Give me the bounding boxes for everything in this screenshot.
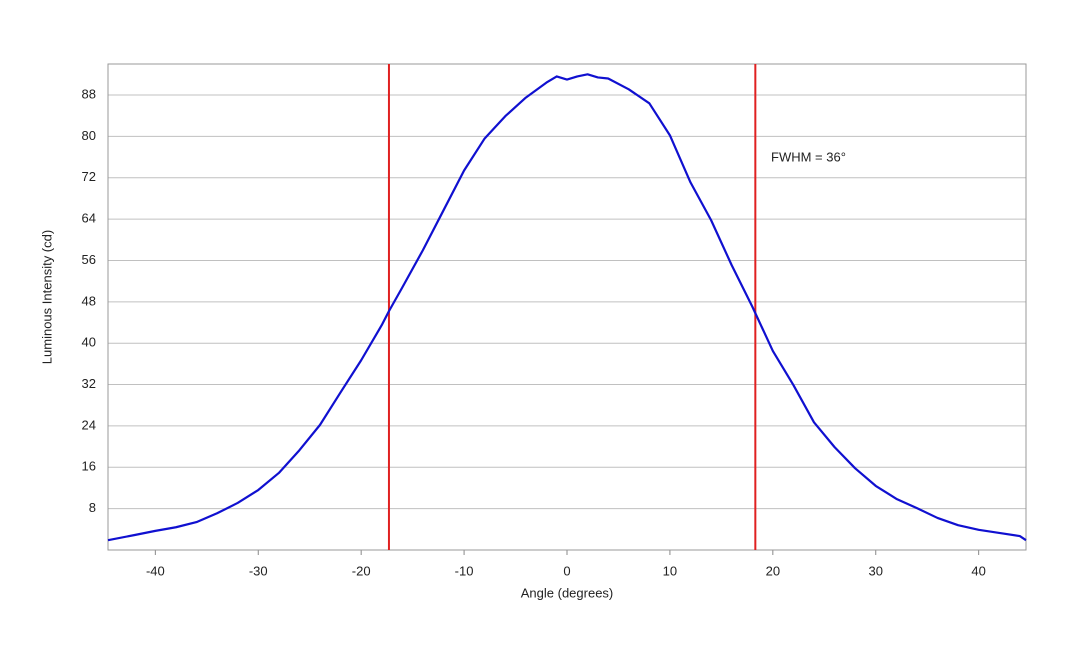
annotation: FWHM = 36° <box>771 149 846 164</box>
x-tick-label: 10 <box>663 563 677 578</box>
y-tick-label: 88 <box>82 86 96 101</box>
x-tick-label: -20 <box>352 563 371 578</box>
y-tick-label: 32 <box>82 376 96 391</box>
y-tick-label: 16 <box>82 459 96 474</box>
x-tick-label: -30 <box>249 563 268 578</box>
x-tick-label: 0 <box>563 563 570 578</box>
x-axis-label: Angle (degrees) <box>521 585 614 600</box>
line-series <box>107 73 1027 542</box>
x-tick-label: -40 <box>146 563 165 578</box>
y-tick-label: 48 <box>82 293 96 308</box>
y-tick-label: 40 <box>82 335 96 350</box>
x-tick-label: -10 <box>455 563 474 578</box>
y-axis-label: Luminous Intensity (cd) <box>39 230 54 364</box>
y-tick-label: 24 <box>82 417 96 432</box>
y-tick-label: 64 <box>82 211 96 226</box>
x-tick-label: 30 <box>869 563 883 578</box>
plot-border <box>107 63 1027 551</box>
y-tick-label: 72 <box>82 169 96 184</box>
x-tick-label: 40 <box>971 563 985 578</box>
x-tick-label: 20 <box>766 563 780 578</box>
y-tick-label: 80 <box>82 128 96 143</box>
y-tick-label: 56 <box>82 252 96 267</box>
y-tick-label: 8 <box>89 500 96 515</box>
